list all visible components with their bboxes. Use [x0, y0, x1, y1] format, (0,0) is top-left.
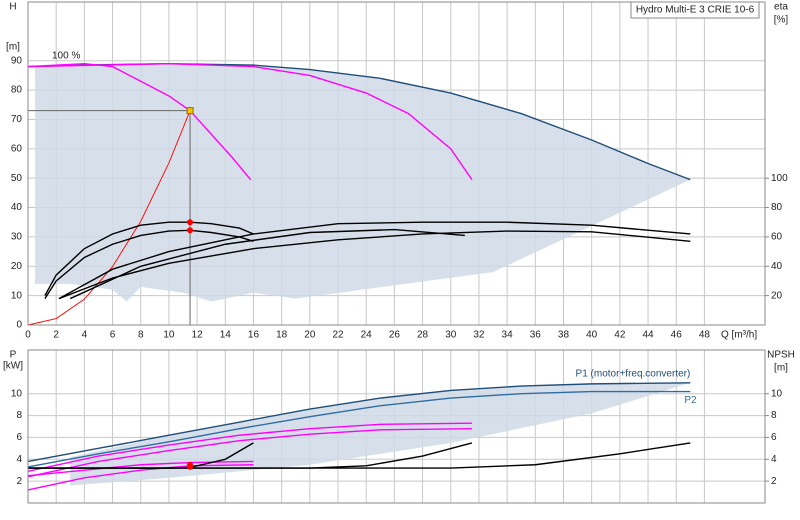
y2-axis-label: eta — [774, 2, 788, 13]
y2-tick-label: 8 — [771, 410, 777, 421]
x-tick-label: 16 — [248, 330, 260, 341]
x-tick-label: 36 — [530, 330, 542, 341]
y-axis-unit: [m] — [6, 42, 20, 53]
curve — [44, 221, 254, 296]
curve — [27, 382, 691, 463]
plot-frame — [27, 349, 766, 504]
plot-frame — [27, 1, 766, 326]
x-tick-label: 46 — [671, 330, 683, 341]
x-tick-label: 22 — [332, 330, 344, 341]
x-tick-label: 40 — [586, 330, 598, 341]
y2-axis-unit: [%] — [774, 15, 789, 26]
y2-axis-label: NPSH — [767, 350, 795, 361]
x-tick-label: 12 — [192, 330, 204, 341]
x-tick-label: 2 — [53, 330, 59, 341]
y2-tick-label: 4 — [771, 454, 777, 465]
curve — [28, 442, 691, 469]
x-axis-label: Q [m³/h] — [721, 330, 757, 341]
x-tick-label: 24 — [361, 330, 373, 341]
operating-point — [186, 107, 194, 115]
curve — [27, 427, 472, 478]
y2-tick-label: 2 — [771, 476, 777, 487]
y-tick-label: 20 — [11, 261, 23, 272]
curve — [58, 230, 691, 300]
curve — [27, 422, 472, 472]
y-tick-label: 60 — [11, 143, 23, 154]
y-tick-label: 70 — [11, 114, 23, 125]
y2-tick-label: 40 — [771, 261, 783, 272]
y-tick-label: 90 — [11, 55, 23, 66]
curve — [44, 229, 254, 299]
x-tick-label: 38 — [558, 330, 570, 341]
annotation: 100 % — [52, 51, 80, 62]
y-axis-label: H — [9, 2, 16, 13]
x-tick-label: 4 — [82, 330, 88, 341]
y-tick-label: 80 — [11, 85, 23, 96]
x-tick-label: 20 — [304, 330, 316, 341]
y-tick-label: 6 — [16, 432, 22, 443]
y2-tick-label: 60 — [771, 232, 783, 243]
y2-tick-label: 100 — [771, 173, 788, 184]
y-tick-label: 4 — [16, 454, 22, 465]
y-axis-unit: [kW] — [3, 361, 23, 372]
marker — [187, 219, 194, 226]
y2-axis-unit: [m] — [774, 363, 788, 374]
x-tick-label: 32 — [473, 330, 485, 341]
curve — [27, 110, 191, 326]
x-tick-label: 44 — [642, 330, 654, 341]
y2-tick-label: 20 — [771, 290, 783, 301]
y-tick-label: 10 — [11, 290, 23, 301]
x-tick-label: 42 — [614, 330, 626, 341]
y-tick-label: 0 — [16, 320, 22, 331]
y-tick-label: 8 — [16, 410, 22, 421]
x-tick-label: 28 — [417, 330, 429, 341]
x-tick-label: 10 — [163, 330, 175, 341]
x-tick-label: 18 — [276, 330, 288, 341]
series-label: P2 — [684, 395, 697, 406]
curve — [27, 62, 473, 181]
curve — [27, 390, 691, 468]
x-tick-label: 30 — [445, 330, 457, 341]
y-tick-label: 50 — [11, 173, 23, 184]
x-tick-label: 14 — [220, 330, 232, 341]
x-tick-label: 0 — [25, 330, 31, 341]
y2-tick-label: 10 — [771, 388, 783, 399]
y-tick-label: 10 — [11, 388, 23, 399]
x-tick-label: 48 — [699, 330, 711, 341]
curve — [69, 228, 465, 300]
x-tick-label: 26 — [389, 330, 401, 341]
y2-tick-label: 80 — [771, 202, 783, 213]
title-box — [630, 1, 760, 19]
x-tick-label: 8 — [138, 330, 144, 341]
chart-title: Hydro Multi-E 3 CRIE 10-6 — [636, 5, 755, 16]
y2-tick-label: 6 — [771, 432, 777, 443]
y-axis-label: P — [10, 350, 17, 361]
marker — [187, 227, 194, 234]
curve — [58, 221, 691, 300]
y-tick-label: 2 — [16, 476, 22, 487]
envelope-area — [35, 63, 691, 302]
x-tick-label: 6 — [110, 330, 116, 341]
x-tick-label: 34 — [502, 330, 514, 341]
curve — [27, 464, 254, 491]
series-label: P1 (motor+freq.converter) — [576, 368, 691, 379]
y-tick-label: 30 — [11, 232, 23, 243]
marker — [187, 463, 194, 470]
y-tick-label: 40 — [11, 202, 23, 213]
